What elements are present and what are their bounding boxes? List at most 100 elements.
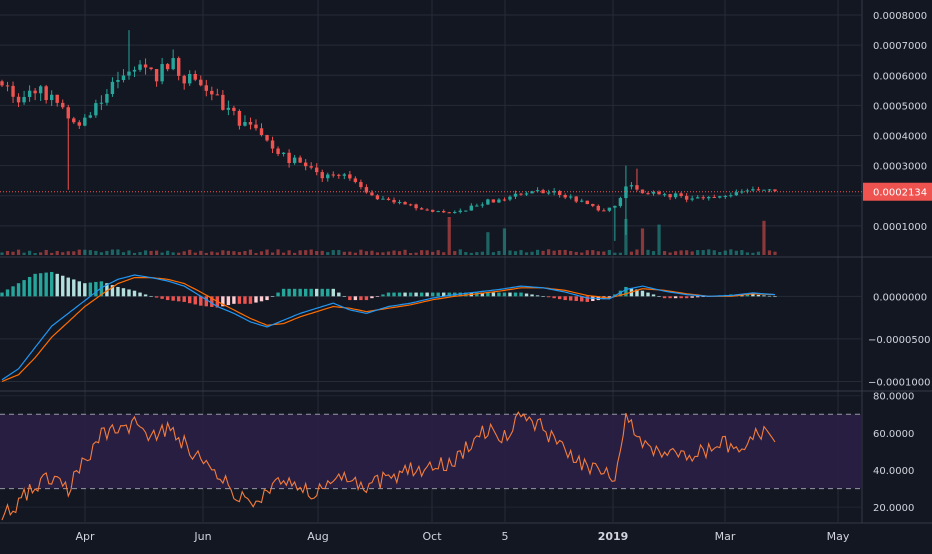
candle-body[interactable] [464,210,468,212]
candle-body[interactable] [773,189,777,192]
candle-body[interactable] [530,191,534,194]
candle-body[interactable] [61,102,65,108]
rsi-line[interactable] [1,411,776,521]
candle-body[interactable] [430,209,435,212]
candle-body[interactable] [751,189,755,191]
candle-body[interactable] [646,193,650,195]
candle-body[interactable] [408,204,413,206]
candle-body[interactable] [718,196,722,198]
candle-body[interactable] [0,81,4,86]
candle-body[interactable] [486,199,490,205]
candle-body[interactable] [320,172,324,179]
candle-body[interactable] [535,190,540,192]
candle-body[interactable] [607,207,612,211]
candle-body[interactable] [425,209,429,211]
candle-body[interactable] [276,148,280,154]
candle-body[interactable] [629,185,634,187]
candle-body[interactable] [287,152,291,164]
candle-body[interactable] [248,122,253,125]
candle-body[interactable] [767,189,772,191]
candle-body[interactable] [22,97,26,103]
candle-body[interactable] [591,204,595,206]
candle-body[interactable] [585,200,589,205]
candle-body[interactable] [502,199,507,201]
candle-body[interactable] [331,174,335,176]
candle-body[interactable] [353,178,358,183]
candle-body[interactable] [359,182,363,188]
candle-body[interactable] [265,135,269,141]
candle-body[interactable] [569,196,573,198]
candle-body[interactable] [193,73,197,80]
candle-body[interactable] [546,192,551,194]
candle-body[interactable] [132,69,137,72]
candle-body[interactable] [508,196,512,200]
candle-body[interactable] [44,86,48,101]
candle-body[interactable] [613,205,617,208]
candle-body[interactable] [188,73,192,84]
candle-body[interactable] [226,107,231,110]
candle-body[interactable] [281,152,286,154]
macd-panel[interactable] [0,271,777,383]
candle-body[interactable] [596,205,601,211]
candle-body[interactable] [690,198,694,200]
candle-body[interactable] [160,64,164,82]
candle-body[interactable] [375,195,380,200]
candle-body[interactable] [270,140,275,149]
candle-body[interactable] [392,199,396,203]
candle-body[interactable] [762,189,766,191]
candle-body[interactable] [315,167,319,173]
candle-body[interactable] [635,185,639,190]
candle-body[interactable] [243,122,247,126]
candle-body[interactable] [204,85,208,91]
candle-body[interactable] [386,198,391,200]
candle-body[interactable] [453,211,457,213]
candle-body[interactable] [745,190,750,192]
candle-body[interactable] [624,186,628,199]
candle-body[interactable] [254,124,258,129]
candle-body[interactable] [756,189,761,191]
candle-body[interactable] [480,204,485,206]
candle-body[interactable] [66,107,70,119]
candle-body[interactable] [121,75,126,81]
candle-body[interactable] [348,174,352,179]
candle-body[interactable] [513,193,518,197]
candle-body[interactable] [154,69,159,82]
candle-body[interactable] [326,174,330,179]
candle-body[interactable] [673,193,678,198]
candle-body[interactable] [215,94,220,96]
candle-body[interactable] [403,202,407,205]
candle-body[interactable] [442,211,446,213]
candle-body[interactable] [143,64,148,68]
candle-body[interactable] [684,195,689,200]
candle-body[interactable] [171,58,175,70]
candle-body[interactable] [414,204,418,209]
candle-body[interactable] [72,118,76,123]
candle-body[interactable] [729,195,733,197]
candle-body[interactable] [668,194,672,198]
candle-body[interactable] [734,192,739,196]
candle-body[interactable] [519,193,523,195]
candle-body[interactable] [707,197,711,199]
candle-body[interactable] [679,193,683,196]
candle-body[interactable] [237,110,242,126]
candle-body[interactable] [618,198,623,206]
candle-body[interactable] [524,193,529,195]
candle-body[interactable] [563,194,567,198]
candle-body[interactable] [552,191,556,193]
macd-signal-line[interactable] [1,277,776,383]
candle-body[interactable] [602,210,606,212]
candle-body[interactable] [182,75,186,84]
candle-body[interactable] [5,85,10,87]
candle-body[interactable] [469,205,474,211]
candle-body[interactable] [232,107,236,111]
candle-body[interactable] [94,103,98,116]
candle-body[interactable] [370,192,374,196]
candle-body[interactable] [723,195,728,197]
candle-body[interactable] [83,117,87,126]
candle-body[interactable] [458,210,462,212]
candle-body[interactable] [88,115,93,118]
candle-body[interactable] [701,197,705,199]
candle-body[interactable] [475,205,479,207]
candle-body[interactable] [176,58,181,76]
candle-body[interactable] [491,199,496,203]
